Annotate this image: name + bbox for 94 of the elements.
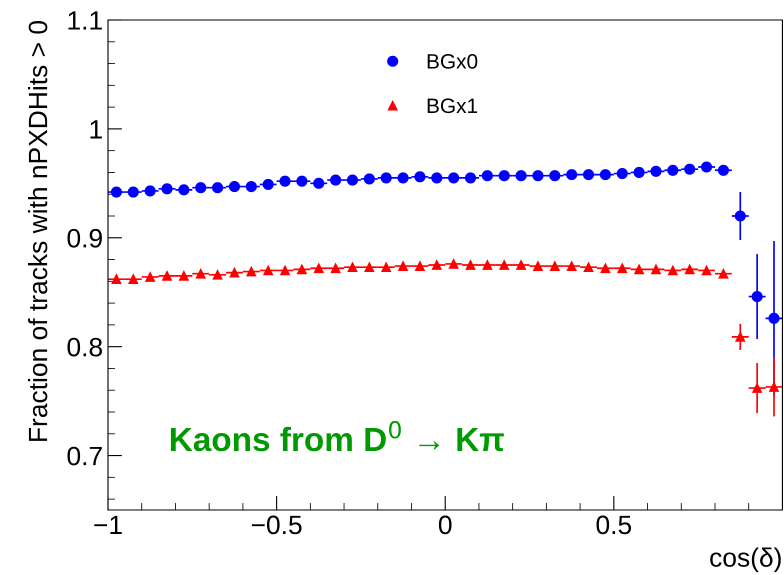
point xyxy=(364,262,374,272)
point xyxy=(364,173,375,185)
y-tick-label: 1.1 xyxy=(68,11,102,30)
point xyxy=(668,266,678,276)
point xyxy=(414,171,426,182)
point xyxy=(752,383,762,393)
point xyxy=(650,166,662,177)
point xyxy=(482,260,492,270)
point xyxy=(616,168,628,180)
x-tick-label: 0 xyxy=(438,516,452,534)
point xyxy=(178,184,190,196)
point xyxy=(533,261,543,271)
point xyxy=(600,169,611,180)
point xyxy=(752,291,763,302)
point xyxy=(398,261,408,271)
point xyxy=(246,181,257,192)
annotation: Kaons from D$^{0}$ → Kπ xyxy=(170,420,504,452)
point xyxy=(346,174,358,186)
y-tick-label: 0.7 xyxy=(67,446,102,466)
point xyxy=(718,268,728,279)
point xyxy=(179,271,189,281)
point xyxy=(398,172,409,184)
point xyxy=(448,172,460,184)
point xyxy=(516,260,526,270)
point xyxy=(499,260,510,270)
point xyxy=(381,262,392,272)
point xyxy=(532,170,544,182)
point xyxy=(566,261,577,271)
point xyxy=(110,186,122,198)
point xyxy=(128,186,139,198)
point xyxy=(600,263,610,274)
point xyxy=(584,262,594,272)
point xyxy=(330,174,342,186)
point xyxy=(380,172,392,184)
point xyxy=(145,272,156,282)
point xyxy=(549,170,560,182)
point xyxy=(313,178,324,189)
point xyxy=(482,170,493,182)
point xyxy=(769,382,779,392)
legend-label: BGx1 xyxy=(428,98,478,114)
point xyxy=(296,176,308,187)
point xyxy=(702,266,712,276)
point xyxy=(144,185,156,197)
point xyxy=(415,261,425,271)
point xyxy=(195,182,206,194)
point xyxy=(161,183,173,194)
point xyxy=(448,259,459,269)
point xyxy=(263,266,274,276)
y-tick-label: 0.9 xyxy=(67,228,102,248)
point xyxy=(297,264,307,274)
point xyxy=(262,178,274,190)
point xyxy=(550,261,560,271)
point xyxy=(617,263,628,274)
point xyxy=(128,274,138,284)
point xyxy=(566,169,578,180)
point xyxy=(701,161,712,173)
x-tick-label: 0.5 xyxy=(596,516,632,534)
y-axis-title: Fraction of tracks with nPXDHits > 0 xyxy=(28,21,48,441)
y-tick-label: 1 xyxy=(90,120,102,138)
point xyxy=(634,264,644,274)
point xyxy=(634,166,645,178)
point xyxy=(684,164,696,175)
point xyxy=(348,262,358,272)
point xyxy=(212,270,222,280)
point xyxy=(735,332,746,342)
legend-label: BGx0 xyxy=(428,54,478,69)
point xyxy=(230,268,240,278)
x-tick-label: −0.5 xyxy=(252,516,302,534)
point xyxy=(667,164,678,176)
point xyxy=(684,264,695,274)
point xyxy=(314,263,324,274)
point xyxy=(432,260,442,270)
point xyxy=(279,176,291,187)
point xyxy=(162,271,172,281)
x-tick-label: −1 xyxy=(94,516,122,534)
point xyxy=(582,169,594,180)
point xyxy=(196,268,206,279)
point xyxy=(498,170,510,182)
point xyxy=(212,182,224,194)
point xyxy=(246,266,256,276)
point xyxy=(466,260,476,270)
point xyxy=(464,172,476,184)
point xyxy=(431,172,442,184)
point xyxy=(330,263,340,274)
y-tick-label: 0.8 xyxy=(67,338,102,356)
point xyxy=(516,170,527,182)
point xyxy=(112,274,122,284)
point xyxy=(228,181,240,192)
point xyxy=(280,266,290,276)
point xyxy=(734,210,746,222)
point xyxy=(768,312,780,324)
point xyxy=(718,164,729,176)
x-axis-title: cos(δ) xyxy=(710,548,781,572)
point xyxy=(651,264,661,274)
